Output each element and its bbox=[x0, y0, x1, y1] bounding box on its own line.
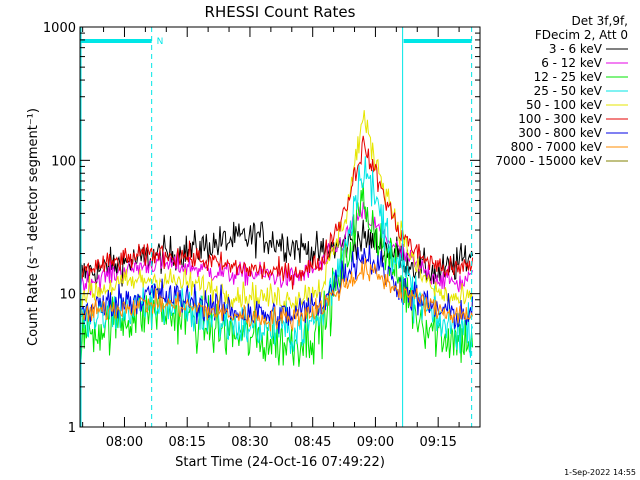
x-tick-label-4: 09:00 bbox=[357, 435, 394, 450]
legend-header-line-1: Det 3f,9f, bbox=[572, 14, 629, 28]
series-line-2 bbox=[79, 182, 474, 367]
night-label: N bbox=[157, 37, 164, 47]
y-tick-label-1: 10 bbox=[59, 288, 76, 303]
footer-timestamp: 1-Sep-2022 14:55 bbox=[564, 468, 636, 477]
series-line-3 bbox=[79, 156, 474, 358]
series-line-7 bbox=[80, 257, 474, 332]
legend-entry-2: 12 - 25 keV bbox=[534, 70, 603, 84]
x-tick-label-1: 08:15 bbox=[168, 435, 205, 450]
series-line-4 bbox=[79, 110, 474, 312]
legend-entry-4: 50 - 100 keV bbox=[526, 98, 603, 112]
legend-entry-1: 6 - 12 keV bbox=[541, 56, 603, 70]
legend-entry-6: 300 - 800 keV bbox=[518, 126, 602, 140]
axes: 08:00 08:15 08:30 08:45 09:00 09:15 1 10 100 1000 bbox=[43, 21, 481, 450]
eclipse-bar-1 bbox=[403, 39, 472, 43]
legend-entry-8: 7000 - 15000 keV bbox=[495, 154, 602, 168]
eclipse-bar-0 bbox=[81, 39, 152, 43]
x-tick-label-0: 08:00 bbox=[106, 435, 143, 450]
y-axis-label: Count Rate (s⁻¹ detector segment⁻¹) bbox=[26, 108, 41, 346]
legend-header-line-2: FDecim 2, Att 0 bbox=[535, 28, 628, 42]
legend-entry-3: 25 - 50 keV bbox=[534, 84, 603, 98]
y-tick-label-2: 100 bbox=[51, 154, 76, 169]
chart-title: RHESSI Count Rates bbox=[205, 3, 356, 21]
legend-entry-0: 3 - 6 keV bbox=[549, 42, 603, 56]
y-tick-label-0: 1 bbox=[68, 421, 76, 436]
x-tick-label-3: 08:45 bbox=[294, 435, 331, 450]
x-tick-label-5: 09:15 bbox=[419, 435, 456, 450]
eclipse-markers: N bbox=[80, 27, 473, 427]
plot-frame bbox=[79, 26, 481, 428]
series-lines bbox=[79, 110, 474, 367]
x-axis-label: Start Time (24-Oct-16 07:49:22) bbox=[175, 455, 385, 470]
x-tick-label-2: 08:30 bbox=[231, 435, 268, 450]
legend-entry-5: 100 - 300 keV bbox=[518, 112, 602, 126]
series-line-5 bbox=[79, 135, 474, 290]
legend-entry-7: 800 - 7000 keV bbox=[511, 140, 603, 154]
y-tick-label-3: 1000 bbox=[43, 21, 76, 36]
